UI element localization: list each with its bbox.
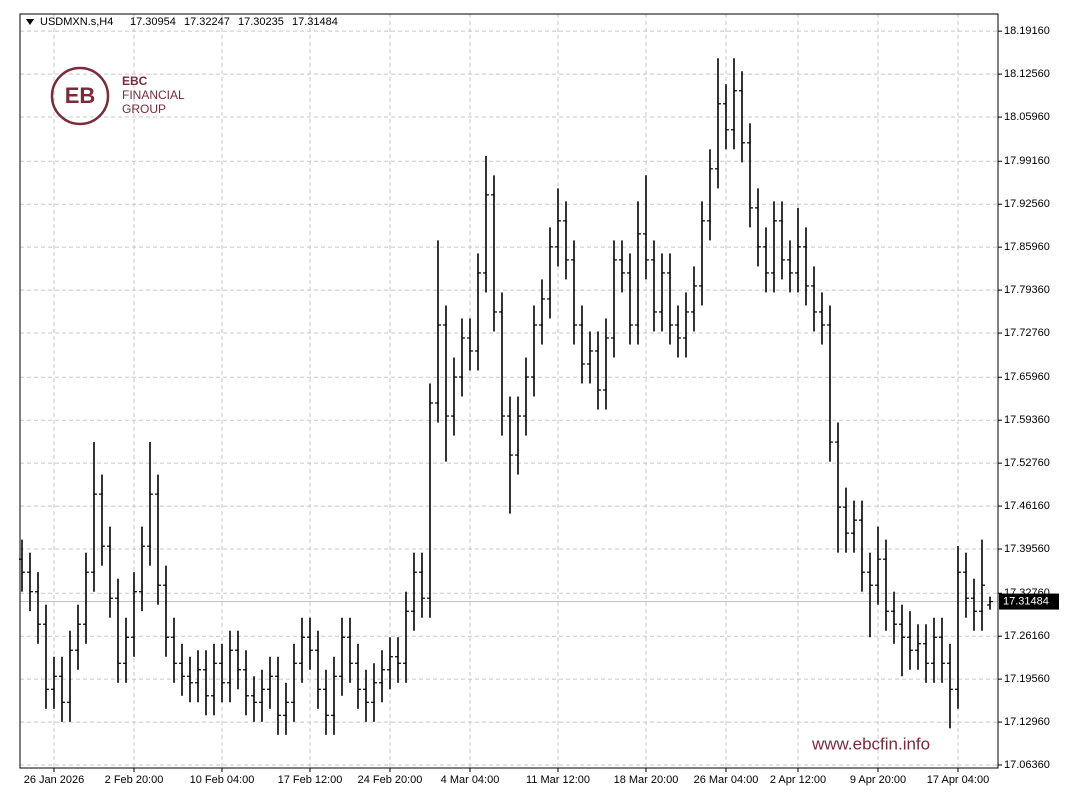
- x-tick-label: 4 Mar 04:00: [441, 774, 500, 786]
- watermark: www.ebcfin.info: [811, 734, 930, 753]
- bars: [19, 58, 993, 735]
- y-tick-label: 18.19160: [1004, 25, 1050, 37]
- logo-glyph: EB: [65, 83, 96, 108]
- menu-arrow: [26, 19, 34, 25]
- price-tag: [999, 593, 1059, 610]
- x-tick-label: 2 Apr 12:00: [770, 774, 826, 786]
- x-tick-label: 24 Feb 20:00: [358, 774, 423, 786]
- logo-ring: [50, 66, 110, 126]
- y-tick-label: 17.59360: [1004, 414, 1050, 426]
- y-tick-label: 17.46160: [1004, 500, 1050, 512]
- y-tick-label: 17.99160: [1004, 155, 1050, 167]
- plot-frame: [19, 13, 999, 769]
- x-tick-label: 18 Mar 20:00: [614, 774, 679, 786]
- price-label: 17.31484: [1003, 595, 1049, 607]
- y-tick-label: 17.72760: [1004, 327, 1050, 339]
- x-tick-label: 9 Apr 20:00: [850, 774, 906, 786]
- y-tick-label: 17.52760: [1004, 457, 1050, 469]
- y-tick-label: 18.05960: [1004, 111, 1050, 123]
- header-value: 17.30235: [238, 16, 284, 28]
- y-tick-label: 18.12560: [1004, 68, 1050, 80]
- header-value: 17.30954: [130, 16, 176, 28]
- header-value: 17.31484: [292, 16, 338, 28]
- grid: [20, 14, 998, 768]
- logo-line: FINANCIAL: [122, 88, 185, 102]
- x-tick-label: 10 Feb 04:00: [190, 774, 255, 786]
- y-tick-label: 17.39560: [1004, 543, 1050, 555]
- x-tick-label: 11 Mar 12:00: [526, 774, 590, 786]
- logo-mark: EBC: [122, 74, 148, 88]
- logo: EB EBC FINANCIAL GROUP: [50, 66, 185, 126]
- y-tick-label: 17.85960: [1004, 241, 1050, 253]
- y-tick-label: 17.79360: [1004, 284, 1050, 296]
- symbol: USDMXN.s,H4: [40, 16, 113, 28]
- logo-line: GROUP: [122, 102, 166, 116]
- x-tick-label: 26 Mar 04:00: [694, 774, 759, 786]
- header-value: 17.32247: [184, 16, 230, 28]
- y-tick-label: 17.26160: [1004, 630, 1050, 642]
- x-tick-label: 17 Feb 12:00: [278, 774, 343, 786]
- x-tick-label: 26 Jan 2026: [24, 774, 85, 786]
- y-tick-label: 17.65960: [1004, 371, 1050, 383]
- y-tick-label: 17.06360: [1004, 759, 1050, 771]
- x-tick-label: 2 Feb 20:00: [105, 774, 164, 786]
- y-tick-label: 17.12960: [1004, 716, 1050, 728]
- y-tick-label: 17.92560: [1004, 198, 1050, 210]
- x-tick-label: 17 Apr 04:00: [927, 774, 989, 786]
- y-tick-label: 17.19560: [1004, 673, 1050, 685]
